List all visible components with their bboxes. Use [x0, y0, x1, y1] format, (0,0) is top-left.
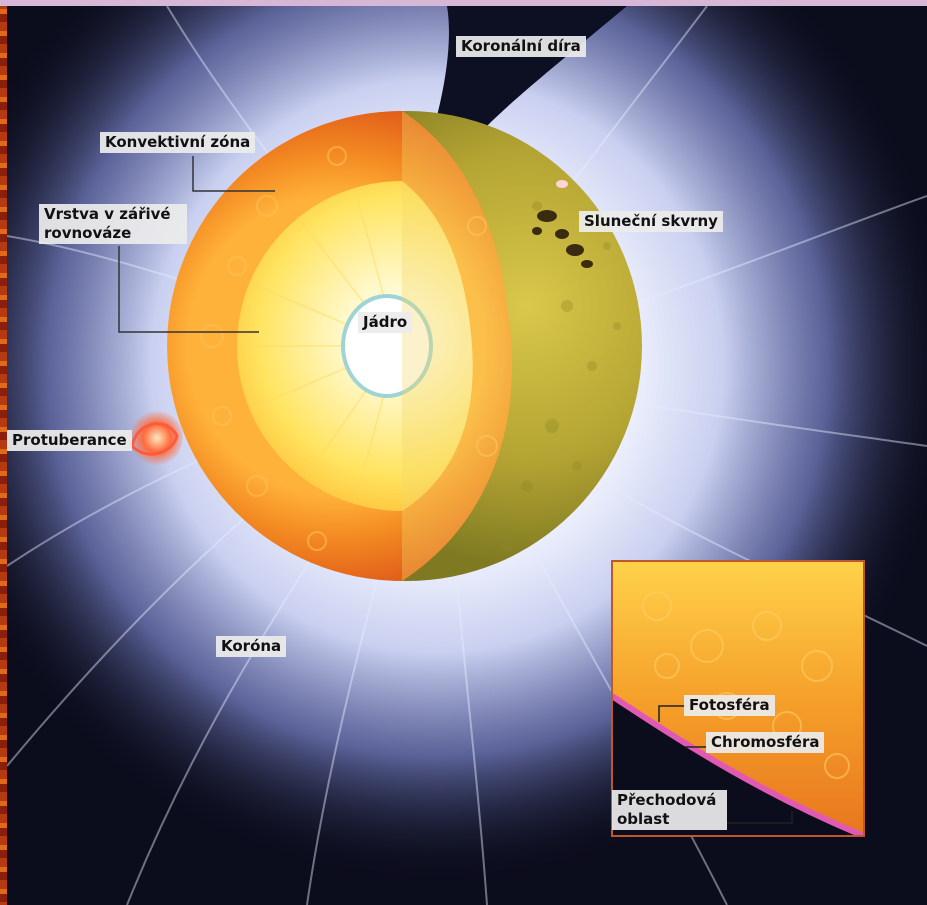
inset-chromosphere-band — [612, 693, 864, 836]
core-ring — [341, 294, 433, 398]
surface-flare — [556, 180, 568, 188]
sun-illustration-svg — [7, 6, 927, 905]
label-transition-region-line1: Přechodová — [617, 791, 717, 809]
cut-face-shade — [402, 111, 513, 581]
surface-granulation — [502, 201, 621, 551]
label-corona: Koróna — [216, 636, 287, 657]
label-transition-region: Přechodová oblast — [612, 790, 727, 830]
label-prominence: Protuberance — [7, 430, 132, 451]
left-border-strip — [0, 0, 7, 905]
label-sunspots: Sluneční skvrny — [579, 211, 723, 232]
label-coronal-hole: Koronální díra — [456, 36, 586, 57]
label-convective-zone: Konvektivní zóna — [100, 132, 256, 153]
inset-leader-lines — [658, 705, 793, 824]
label-core: Jádro — [358, 312, 413, 333]
sun-structure-illustration: Koronální díra Konvektivní zóna Vrstva v… — [7, 6, 927, 905]
convective-cells — [200, 146, 498, 551]
label-photosphere: Fotosféra — [684, 695, 775, 716]
label-transition-region-line2: oblast — [617, 810, 670, 828]
label-radiative-zone-line1: Vrstva v zářivé — [44, 205, 171, 223]
label-radiative-zone: Vrstva v zářivé rovnováze — [39, 204, 187, 244]
label-radiative-zone-line2: rovnováze — [44, 224, 132, 242]
sunspots-group — [532, 210, 593, 268]
label-chromosphere: Chromosféra — [706, 732, 825, 753]
prominence-arc — [130, 422, 179, 456]
top-border-strip — [0, 0, 927, 6]
leader-lines — [118, 156, 275, 333]
